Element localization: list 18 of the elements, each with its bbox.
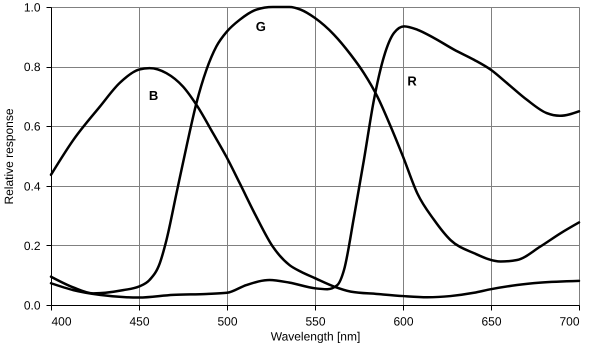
x-tick-label: 650 (481, 314, 502, 328)
y-tick-label: 0.0 (24, 298, 41, 312)
series-label: B (148, 88, 158, 104)
series-label: G (256, 19, 266, 34)
x-axis-title: Wavelength [nm] (270, 330, 360, 344)
y-tick-label: 0.4 (24, 179, 41, 194)
y-tick-label: 0.8 (24, 60, 41, 74)
y-tick-label: 1.0 (24, 0, 41, 14)
text: R (407, 73, 418, 88)
y-tick-label: 0.2 (24, 238, 41, 253)
x-tick-label: 700 (559, 314, 580, 328)
y-tick-label: 0.6 (24, 120, 41, 134)
x-tick-label: 400 (52, 314, 72, 328)
x-tick-label: 550 (305, 314, 326, 328)
x-tick-label: 450 (129, 314, 150, 328)
x-tick-label: 600 (393, 314, 414, 328)
y-axis-title: Relative response (2, 108, 16, 205)
x-tick-label: 500 (217, 314, 238, 328)
